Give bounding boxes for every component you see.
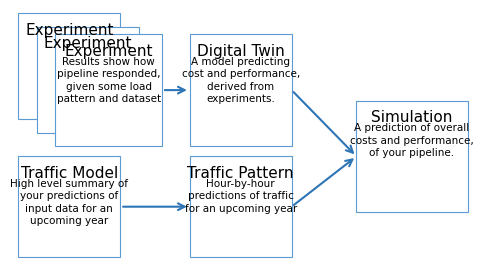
Text: Experiment: Experiment <box>25 23 114 38</box>
Text: Results show how
pipeline responded,
given some load
pattern and dataset: Results show how pipeline responded, giv… <box>57 57 161 104</box>
Text: High level summary of
your predictions of
input data for an
upcoming year: High level summary of your predictions o… <box>10 179 128 226</box>
FancyBboxPatch shape <box>18 13 121 119</box>
Text: A model predicting
cost and performance,
derived from
experiments.: A model predicting cost and performance,… <box>182 57 300 104</box>
Text: Digital Twin: Digital Twin <box>197 44 285 59</box>
FancyBboxPatch shape <box>37 26 139 132</box>
Text: Experiment: Experiment <box>44 36 132 51</box>
FancyBboxPatch shape <box>18 156 121 257</box>
FancyBboxPatch shape <box>356 101 468 212</box>
Text: Traffic Pattern: Traffic Pattern <box>188 166 294 181</box>
Text: Experiment: Experiment <box>65 44 153 59</box>
Text: Traffic Model: Traffic Model <box>21 166 118 181</box>
FancyBboxPatch shape <box>190 34 292 146</box>
FancyBboxPatch shape <box>190 156 292 257</box>
Text: A prediction of overall
costs and performance,
of your pipeline.: A prediction of overall costs and perfor… <box>350 123 474 158</box>
Text: Hour-by-hour
predictions of traffic
for an upcoming year: Hour-by-hour predictions of traffic for … <box>185 179 297 214</box>
Text: Simulation: Simulation <box>371 110 453 125</box>
FancyBboxPatch shape <box>55 34 162 146</box>
